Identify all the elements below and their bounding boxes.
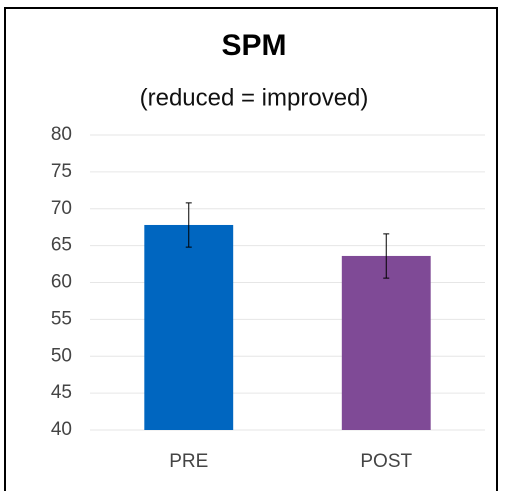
y-tick-label: 60	[51, 272, 72, 293]
y-tick-label: 65	[51, 235, 72, 256]
bar	[341, 255, 431, 430]
chart-subtitle: (reduced = improved)	[140, 84, 369, 111]
y-tick-label: 80	[51, 124, 72, 145]
y-tick-label: 45	[51, 382, 72, 403]
y-tick-label: 55	[51, 308, 72, 329]
y-tick-label: 50	[51, 345, 72, 366]
y-tick-label: 40	[51, 419, 72, 440]
x-tick-label: POST	[360, 451, 412, 472]
y-tick-label: 70	[51, 198, 72, 219]
error-bar	[185, 202, 192, 248]
x-tick-label: PRE	[169, 451, 208, 472]
error-bar	[383, 233, 390, 279]
y-tick-label: 75	[51, 161, 72, 182]
bar	[144, 224, 234, 430]
chart-title: SPM	[221, 29, 286, 62]
